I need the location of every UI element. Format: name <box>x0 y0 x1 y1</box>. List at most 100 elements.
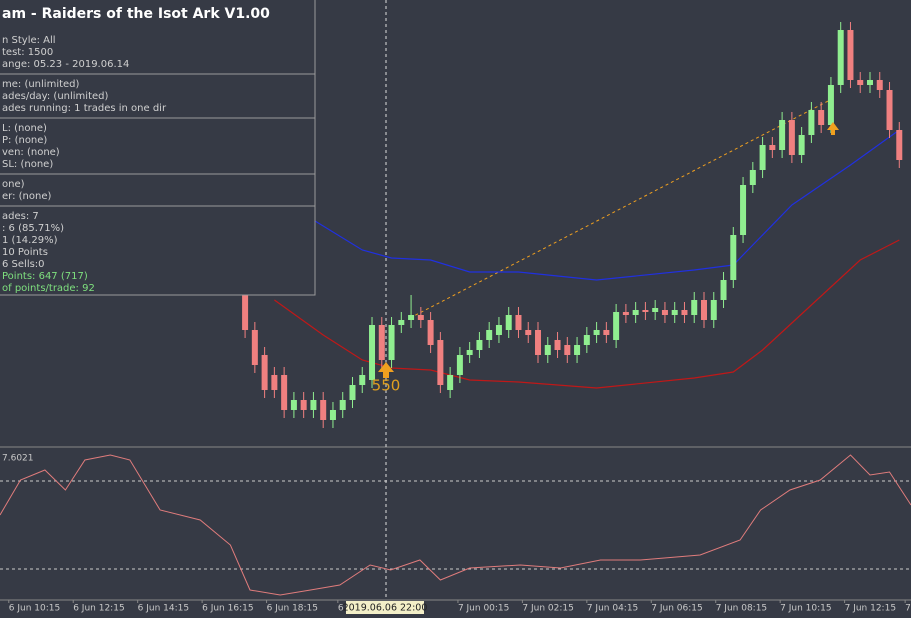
candle-body <box>261 355 268 390</box>
panel-line: ades: 7 <box>2 211 39 222</box>
candle-body <box>554 340 561 350</box>
candle-body <box>525 330 532 335</box>
candle-body <box>798 135 805 155</box>
candle-body <box>652 308 659 312</box>
candle-body <box>818 110 825 125</box>
candle-body <box>827 85 834 125</box>
candle-body <box>642 310 649 312</box>
panel-line: P: (none) <box>2 135 47 146</box>
candle-body <box>847 30 854 80</box>
candle-body <box>281 375 288 410</box>
candle-body <box>329 410 336 420</box>
buy-arrow <box>827 122 839 135</box>
panel-line: one) <box>2 179 25 190</box>
panel-line: n Style: All <box>2 35 56 46</box>
candle-body <box>408 315 415 320</box>
candle-body <box>896 130 903 160</box>
candle-body <box>613 312 620 340</box>
candle-body <box>535 330 542 355</box>
panel-line: ange: 05.23 - 2019.06.14 <box>2 59 129 70</box>
candle-body <box>476 340 483 350</box>
panel-result: Points: 647 (717) <box>2 271 88 282</box>
trade-line <box>409 99 831 319</box>
candle-body <box>505 315 512 330</box>
candle-body <box>486 330 493 340</box>
x-tick-label: 7 Jun 02:15 <box>522 604 573 614</box>
candle-body <box>290 400 297 410</box>
panel-line: ades running: 1 trades in one dir <box>2 103 167 114</box>
candle-body <box>378 325 385 360</box>
candle-body <box>769 145 776 150</box>
candle-body <box>251 330 258 365</box>
crosshair-box <box>346 601 424 614</box>
candle-body <box>447 375 454 390</box>
candle-body <box>310 400 317 410</box>
x-tick-label: 7 Jun 10:15 <box>780 604 831 614</box>
panel-title: am - Raiders of the Isot Ark V1.00 <box>2 6 270 22</box>
buy-arrow <box>378 362 394 378</box>
panel-line: SL: (none) <box>2 159 53 170</box>
panel-line: ven: (none) <box>2 147 60 158</box>
candle-body <box>593 330 600 335</box>
candle-body <box>427 320 434 345</box>
candle-body <box>866 80 873 85</box>
crosshair-label: 2019.06.06 22:00 <box>343 603 428 614</box>
candle-body <box>271 375 278 390</box>
candle-body <box>632 310 639 315</box>
oscillator-line <box>0 454 911 596</box>
x-tick-label: 6 Jun 14:15 <box>138 604 189 614</box>
panel-line: L: (none) <box>2 123 47 134</box>
candle-body <box>740 185 747 235</box>
candle-body <box>388 325 395 360</box>
candle-body <box>788 120 795 155</box>
moving-average <box>313 129 900 281</box>
panel-line: 1 (14.29%) <box>2 235 58 246</box>
candle-body <box>495 325 502 335</box>
indicator-value: 7.6021 <box>2 454 34 464</box>
candle-body <box>671 310 678 315</box>
candle-body <box>564 345 571 355</box>
x-tick-label: 7 Ju <box>905 604 911 614</box>
panel-line: ades/day: (unlimited) <box>2 91 108 102</box>
candle-body <box>857 80 864 85</box>
panel-line: 6 Sells:0 <box>2 259 45 270</box>
panel-line: er: (none) <box>2 191 51 202</box>
candle-body <box>359 375 366 385</box>
panel-line: test: 1500 <box>2 47 53 58</box>
x-tick-label: 6 Jun 10:15 <box>9 604 60 614</box>
candle-body <box>749 170 756 185</box>
candle-body <box>622 312 629 315</box>
candle-body <box>876 80 883 90</box>
candle-body <box>603 330 610 335</box>
candle-body <box>466 350 473 355</box>
candle-body <box>417 315 424 320</box>
candle-body <box>661 310 668 315</box>
x-tick-label: 7 Jun 06:15 <box>651 604 702 614</box>
candle-body <box>300 400 307 410</box>
candle-body <box>583 335 590 345</box>
candle-body <box>691 300 698 315</box>
candle-body <box>349 385 356 400</box>
x-tick-label: 7 Jun 04:15 <box>587 604 638 614</box>
x-tick-label: 6 Jun 18:15 <box>267 604 318 614</box>
candle-body <box>837 30 844 85</box>
candle-body <box>886 90 893 130</box>
candle-body <box>681 310 688 315</box>
x-tick-label: 7 Jun 00:15 <box>458 604 509 614</box>
candle-body <box>339 400 346 410</box>
candle-body <box>320 400 327 420</box>
candle-body <box>456 355 463 375</box>
x-tick-label: 7 Jun 08:15 <box>716 604 767 614</box>
panel-line: 10 Points <box>2 247 48 258</box>
candle-body <box>242 290 249 330</box>
candle-body <box>720 280 727 300</box>
candle-body <box>730 235 737 280</box>
x-tick-label: 6 Jun 12:15 <box>73 604 124 614</box>
candle-body <box>710 300 717 320</box>
candle-body <box>515 315 522 330</box>
panel-line: me: (unlimited) <box>2 79 80 90</box>
info-panel <box>0 0 316 296</box>
x-tick-label: 6 Jun 16:15 <box>202 604 253 614</box>
candle-body <box>808 110 815 135</box>
